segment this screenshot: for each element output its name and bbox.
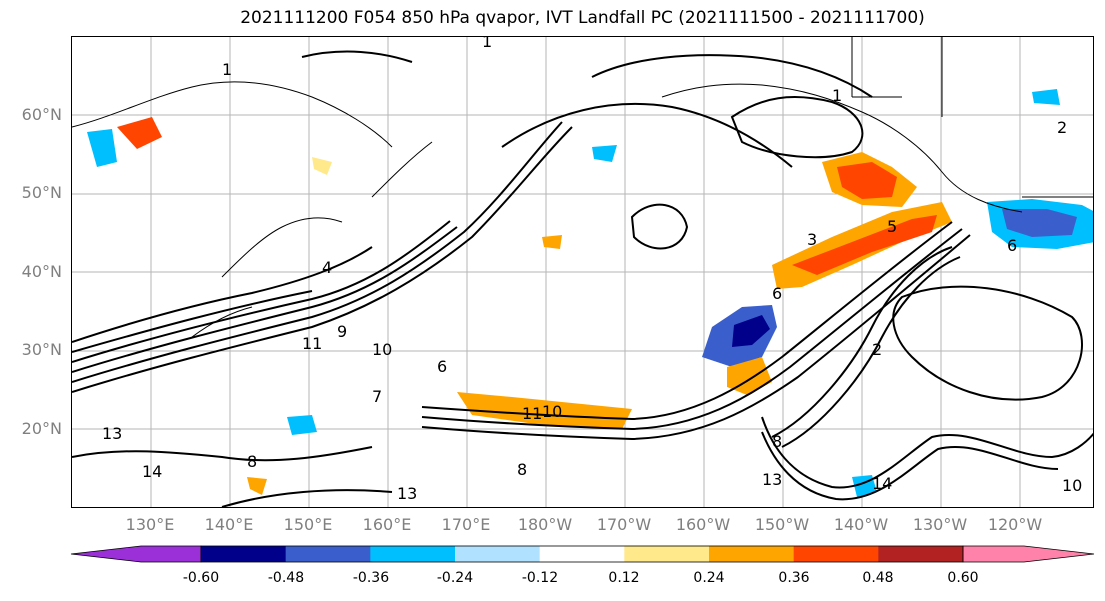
contour-label: 6 (1007, 236, 1017, 255)
lat-label: 40°N (21, 262, 62, 281)
contour-label: 9 (337, 322, 347, 341)
colorbar-cell (455, 546, 541, 562)
lon-label: 120°W (987, 515, 1043, 534)
colorbar-tick-label: -0.48 (267, 570, 305, 586)
colorbar-cells (70, 545, 1095, 563)
lon-label: 140°W (833, 515, 889, 534)
lat-label: 30°N (21, 340, 62, 359)
contour-labels: 1 1 11 9 10 6 13 14 8 13 14 11 10 7 8 6 … (102, 37, 1082, 503)
contour-label: 13 (102, 424, 122, 443)
lat-label: 20°N (21, 419, 62, 438)
lon-label: 170°W (596, 515, 652, 534)
contour-label: 14 (872, 474, 892, 493)
contour-label: 7 (372, 387, 382, 406)
colorbar-tick-label: -0.36 (352, 570, 390, 586)
map-svg: 1 1 11 9 10 6 13 14 8 13 14 11 10 7 8 6 … (72, 37, 1093, 507)
colorbar-cell (201, 546, 287, 562)
colorbar-cell (624, 546, 710, 562)
contour-label: 11 (522, 404, 542, 423)
lat-label: 60°N (21, 105, 62, 124)
map-panel: 1 1 11 9 10 6 13 14 8 13 14 11 10 7 8 6 … (71, 36, 1094, 508)
lon-label: 130°W (912, 515, 968, 534)
contour-label: 8 (772, 432, 782, 451)
contour-label: 2 (1057, 118, 1067, 137)
colorbar-tick-label: 0.60 (947, 570, 979, 586)
colorbar-cell (793, 546, 879, 562)
contour-label: 13 (762, 470, 782, 489)
contour-label: 1 (482, 37, 492, 51)
contour-label: 6 (772, 284, 782, 303)
contour-label: 10 (1062, 476, 1082, 495)
colorbar-tick-label: -0.12 (521, 570, 559, 586)
colorbar-cell (285, 546, 371, 562)
colorbar-cell (878, 546, 964, 562)
contour-label: 13 (397, 484, 417, 503)
lon-label: 130°E (125, 515, 175, 534)
lon-label: 180°W (517, 515, 573, 534)
contour-label: 10 (372, 340, 392, 359)
lon-label: 150°E (283, 515, 333, 534)
colorbar-cell (709, 546, 795, 562)
contour-label: 4 (322, 258, 332, 277)
colorbar-cell (539, 546, 625, 562)
contour-label: 5 (887, 217, 897, 236)
colorbar-extension-high (962, 545, 1095, 563)
contour-label: 2 (872, 340, 882, 359)
colorbar-tick-label: 0.12 (608, 570, 640, 586)
contour-label: 1 (222, 60, 232, 79)
map-title: 2021111200 F054 850 hPa qvapor, IVT Land… (240, 8, 925, 28)
lon-label: 170°E (441, 515, 491, 534)
contour-label: 14 (142, 462, 162, 481)
shading-layer (87, 89, 1093, 497)
lon-label: 160°E (362, 515, 412, 534)
colorbar-tick-label: -0.24 (436, 570, 474, 586)
coastline-layer (72, 37, 1093, 338)
contour-label: 8 (517, 460, 527, 479)
lon-label: 150°W (754, 515, 810, 534)
colorbar (70, 545, 1095, 563)
lon-label: 160°W (675, 515, 731, 534)
contour-label: 10 (542, 402, 562, 421)
contour-label: 6 (437, 357, 447, 376)
lat-label: 50°N (21, 183, 62, 202)
colorbar-tick-label: -0.60 (182, 570, 220, 586)
colorbar-tick-label: 0.24 (693, 570, 725, 586)
contour-layer (72, 50, 1093, 507)
colorbar-tick-label: 0.48 (862, 570, 894, 586)
lon-label: 140°E (204, 515, 254, 534)
contour-label: 1 (832, 86, 842, 105)
contour-label: 8 (247, 452, 257, 471)
colorbar-cell (370, 546, 456, 562)
colorbar-border (200, 545, 964, 563)
contour-label: 11 (302, 334, 322, 353)
colorbar-extension-low (70, 545, 202, 563)
contour-label: 3 (807, 230, 817, 249)
colorbar-tick-label: 0.36 (778, 570, 810, 586)
